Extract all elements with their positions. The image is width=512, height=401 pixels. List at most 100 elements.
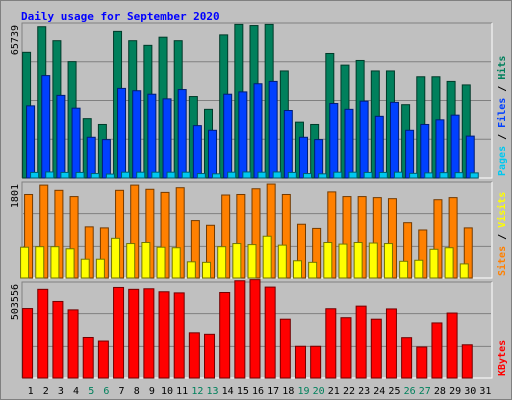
bar-visits-day-7 [111, 237, 121, 279]
bar-pages-day-14 [227, 171, 237, 179]
bar-visits-day-4 [65, 248, 75, 279]
bar-kbytes-day-12 [188, 332, 200, 379]
x-tick-label-day-2: 2 [43, 386, 49, 397]
bar-kbytes-day-15 [234, 280, 246, 379]
bar-pages-day-5 [90, 173, 100, 179]
x-tick-label-day-17: 17 [267, 386, 279, 397]
bar-pages-day-30 [469, 172, 479, 179]
bar-kbytes-day-21 [325, 308, 337, 379]
legend-item-files: Files [496, 98, 508, 128]
bar-pages-day-29 [454, 172, 464, 179]
bar-pages-day-7 [121, 171, 131, 179]
bar-visits-day-15 [232, 243, 242, 279]
legend-item-pages: Pages [497, 146, 508, 176]
bar-visits-day-14 [217, 246, 227, 279]
bar-pages-day-15 [242, 171, 252, 179]
bar-files-day-7 [117, 87, 127, 179]
bar-pages-day-11 [181, 171, 191, 179]
bar-kbytes-day-23 [355, 305, 367, 379]
bar-files-day-17 [268, 80, 278, 179]
x-tick-label-day-26: 26 [404, 386, 416, 397]
bar-pages-day-27 [424, 172, 434, 179]
legend-item-visits: Visits [496, 192, 508, 228]
x-tick-label-day-6: 6 [103, 386, 109, 397]
bar-kbytes-day-2 [37, 288, 49, 379]
bar-kbytes-day-29 [446, 312, 458, 379]
bar-visits-day-18 [277, 244, 287, 279]
legend-hits_files_pages: Pages / Files / Hits [496, 56, 508, 176]
bar-pages-day-13 [212, 173, 222, 179]
bar-kbytes-day-14 [219, 292, 231, 379]
x-tick-label-day-16: 16 [252, 386, 264, 397]
bar-files-day-21 [329, 103, 339, 179]
bar-files-day-30 [465, 135, 475, 179]
x-tick-label-day-27: 27 [419, 386, 431, 397]
bar-pages-day-3 [60, 171, 70, 179]
bar-files-day-29 [450, 114, 460, 179]
max-label-visits_sites: 1801 [10, 184, 21, 208]
bar-visits-day-3 [50, 246, 60, 279]
legend-separator: / [497, 228, 508, 246]
x-tick-label-day-3: 3 [58, 386, 64, 397]
x-tick-label-day-1: 1 [28, 386, 34, 397]
bar-kbytes-day-7 [113, 286, 125, 379]
legend-visits_sites: Sites / Visits [496, 192, 508, 276]
bar-pages-day-9 [151, 171, 161, 179]
bar-kbytes-day-3 [52, 300, 64, 379]
bar-visits-day-26 [399, 260, 409, 279]
x-tick-label-day-31: 31 [479, 386, 491, 397]
x-tick-label-day-20: 20 [313, 386, 325, 397]
bar-files-day-11 [177, 89, 187, 179]
bar-pages-day-26 [409, 172, 419, 179]
x-tick-label-day-30: 30 [464, 386, 476, 397]
bar-kbytes-day-9 [143, 288, 155, 379]
bar-files-day-12 [192, 125, 202, 179]
bar-files-day-18 [283, 110, 293, 179]
bar-files-day-26 [405, 129, 415, 179]
bar-files-day-14 [223, 93, 233, 179]
bar-files-day-28 [435, 119, 445, 179]
x-tick-label-day-12: 12 [191, 386, 203, 397]
bar-kbytes-day-11 [173, 292, 185, 379]
bar-kbytes-day-8 [128, 288, 140, 379]
bar-files-day-27 [420, 123, 430, 179]
bar-visits-day-6 [95, 258, 105, 279]
bar-files-day-25 [389, 101, 399, 179]
max-label-kbytes: 503556 [10, 284, 21, 320]
bar-kbytes-day-10 [158, 291, 170, 379]
bar-pages-day-23 [363, 171, 373, 179]
bar-pages-day-2 [45, 171, 55, 179]
bar-kbytes-day-30 [461, 344, 473, 379]
x-tick-label-day-5: 5 [88, 386, 94, 397]
legend-item-kbytes: KBytes [497, 340, 508, 376]
bar-kbytes-day-16 [249, 279, 261, 379]
x-tick-label-day-23: 23 [358, 386, 370, 397]
bar-visits-day-19 [292, 260, 302, 279]
bar-files-day-10 [162, 98, 172, 179]
x-tick-label-day-11: 11 [176, 386, 188, 397]
bar-kbytes-day-6 [97, 340, 109, 379]
bar-visits-day-13 [202, 261, 212, 279]
bar-pages-day-8 [136, 171, 146, 179]
bar-files-day-22 [344, 108, 354, 179]
bar-pages-day-18 [287, 171, 297, 179]
bar-visits-day-12 [186, 261, 196, 279]
bar-visits-day-22 [338, 243, 348, 279]
x-tick-label-day-19: 19 [297, 386, 309, 397]
x-tick-label-day-7: 7 [119, 386, 125, 397]
bar-pages-day-17 [272, 171, 282, 179]
x-tick-label-day-4: 4 [73, 386, 79, 397]
bar-pages-day-25 [393, 171, 403, 179]
legend-separator: / [497, 80, 508, 98]
chart-title: Daily usage for September 2020 [21, 10, 220, 23]
bar-visits-day-24 [368, 242, 378, 279]
x-tick-label-day-21: 21 [328, 386, 340, 397]
bar-visits-day-1 [20, 246, 30, 279]
x-tick-label-day-15: 15 [237, 386, 249, 397]
bar-files-day-6 [101, 139, 111, 179]
bar-kbytes-day-24 [370, 318, 382, 379]
bar-visits-day-21 [323, 242, 333, 279]
bar-visits-day-27 [414, 259, 424, 279]
bar-kbytes-day-1 [22, 308, 34, 379]
bar-files-day-24 [374, 115, 384, 179]
